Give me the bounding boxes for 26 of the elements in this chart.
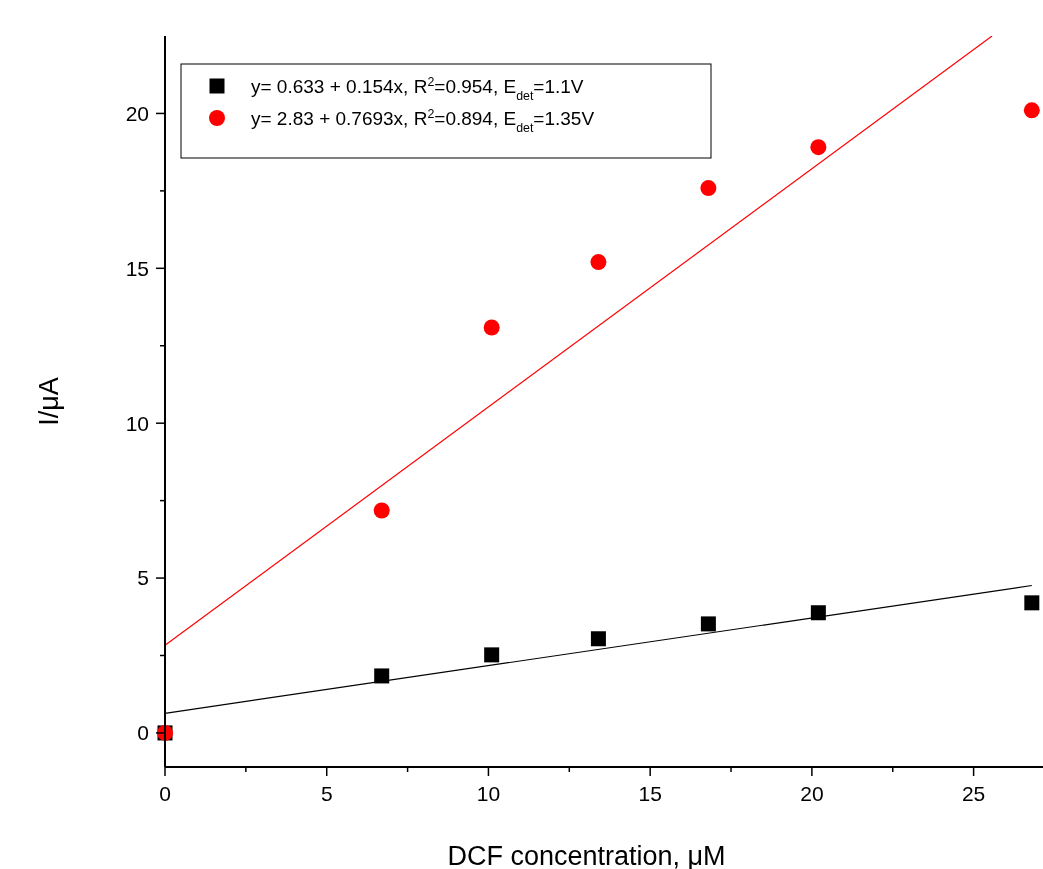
- point: [483, 319, 500, 336]
- y-tick-label: 20: [125, 101, 149, 125]
- point: [373, 502, 390, 519]
- x-tick-label: 5: [320, 782, 333, 805]
- x-tick-label: 10: [476, 782, 501, 805]
- legend-label: y= 0.633 + 0.154x, R$^{2}$=0.954, E$_{det}$=1.1V: [251, 74, 584, 103]
- point: [810, 139, 827, 156]
- point: [590, 631, 606, 647]
- y-axis-title: I/μA: [34, 377, 64, 426]
- point: [484, 647, 500, 663]
- x-tick-label: 20: [800, 782, 824, 805]
- x-tick-label: 25: [961, 782, 986, 805]
- legend-label: y= 2.83 + 0.7693x, R$^{2}$=0.894, E$_{det}$=1.35V: [251, 106, 595, 135]
- y-tick-label: 5: [137, 566, 149, 590]
- point: [700, 616, 716, 632]
- point: [700, 180, 717, 197]
- x-tick-label: 15: [638, 782, 662, 805]
- point: [1023, 102, 1040, 119]
- x-tick-label: 0: [159, 782, 171, 805]
- y-tick-label: 15: [125, 256, 149, 280]
- point: [374, 668, 390, 684]
- point: [810, 605, 826, 621]
- point: [1024, 595, 1040, 611]
- y-tick-label: 10: [125, 411, 149, 435]
- point: [590, 254, 607, 271]
- y-tick-label: 0: [137, 721, 149, 745]
